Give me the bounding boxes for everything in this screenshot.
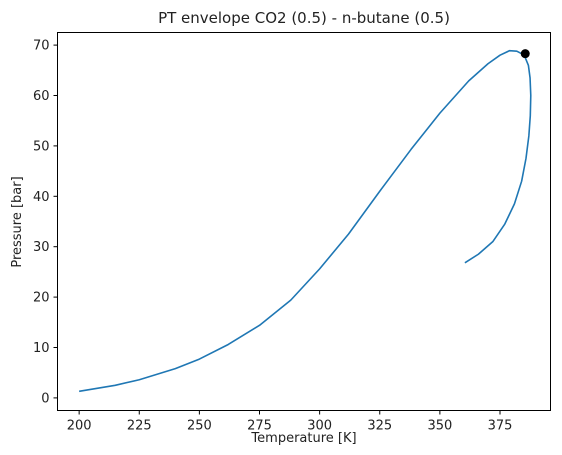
envelope-line	[79, 49, 532, 393]
y-tick-label: 20	[33, 291, 50, 306]
y-tick-label: 60	[33, 89, 50, 104]
y-axis-label: Pressure [bar]	[10, 176, 25, 267]
y-tick-label: 30	[33, 240, 50, 255]
x-tick-label: 350	[427, 419, 452, 434]
x-tick-label: 300	[307, 419, 332, 434]
y-tick-label: 0	[41, 391, 49, 406]
x-tick-label: 325	[367, 419, 392, 434]
x-tick-label: 200	[67, 419, 92, 434]
x-tick-label: 225	[127, 419, 152, 434]
x-tick-label: 375	[488, 419, 513, 434]
y-tick-label: 10	[33, 341, 50, 356]
y-axis: 0 10 20 30 40 50 60 70	[33, 39, 58, 406]
x-axis-label: Temperature [K]	[250, 431, 356, 446]
critical-point-marker	[520, 49, 530, 59]
x-axis: 200 225 250 275 300 325 350 375	[67, 410, 513, 434]
y-tick-label: 40	[33, 190, 50, 205]
x-tick-label: 250	[187, 419, 212, 434]
axes-frame	[57, 32, 551, 411]
x-tick-label: 275	[247, 419, 272, 434]
y-tick-label: 50	[33, 139, 50, 154]
chart-title: PT envelope CO2 (0.5) - n-butane (0.5)	[158, 9, 450, 27]
plot-area	[79, 49, 532, 393]
y-tick-label: 70	[33, 39, 50, 54]
